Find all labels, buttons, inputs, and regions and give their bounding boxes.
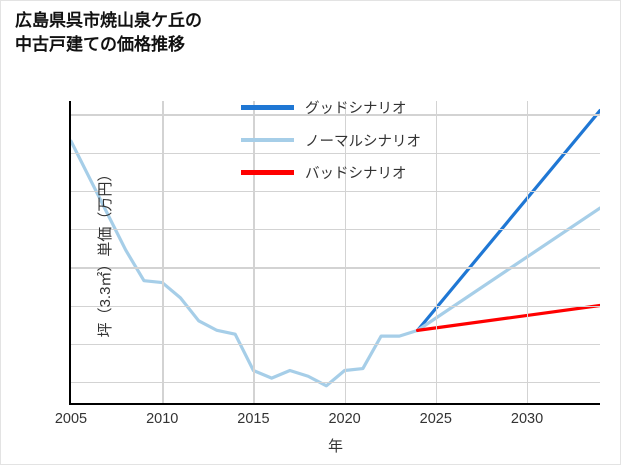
plot-area: 2122232425262728 20052010201520202025203… (55, 101, 600, 455)
x-tick-label: 2015 (237, 411, 270, 427)
y-gridline (71, 152, 600, 154)
y-gridline (71, 381, 600, 384)
plot-inner: 2122232425262728 20052010201520202025203… (55, 101, 600, 455)
chart-title: 広島県呉市焼山泉ケ丘の 中古戸建ての価格推移 (15, 11, 202, 55)
series-line (415, 108, 600, 332)
legend-item: ノーマルシナリオ (241, 130, 421, 151)
x-gridline (435, 101, 438, 403)
line-swatch-icon (241, 137, 294, 143)
x-gridline (344, 101, 346, 403)
legend-label: グッドシナリオ (305, 101, 407, 117)
x-tick-label: 2020 (328, 411, 361, 427)
chart-legend: グッドシナリオ ノーマルシナリオ バッドシナリオ (241, 97, 421, 183)
y-gridline (71, 267, 600, 269)
series-line (71, 139, 420, 388)
y-axis-label: 坪（3.3㎡）単価（万円） (96, 166, 114, 338)
y-gridline (71, 114, 600, 116)
legend-item: バッドシナリオ (241, 162, 421, 183)
legend-label: バッドシナリオ (305, 166, 407, 182)
line-swatch-icon (241, 170, 294, 175)
x-tick-label: 2025 (419, 411, 452, 427)
x-axis-label: 年 (327, 438, 344, 455)
x-tick-label: 2005 (54, 411, 88, 427)
y-gridline (71, 343, 600, 346)
y-gridline (71, 305, 600, 307)
series-line (415, 303, 600, 332)
x-gridline (253, 101, 255, 403)
x-tick-label: 2010 (146, 411, 179, 427)
x-gridline (527, 101, 529, 403)
chart-lines (71, 108, 600, 388)
legend-item: グッドシナリオ (241, 97, 421, 118)
y-gridline (71, 229, 600, 231)
line-swatch-icon (241, 105, 294, 110)
x-tick-label: 2030 (510, 411, 544, 427)
legend-label: ノーマルシナリオ (305, 133, 421, 150)
x-gridline (162, 101, 164, 403)
y-gridline (71, 190, 600, 193)
series-line (415, 206, 600, 332)
